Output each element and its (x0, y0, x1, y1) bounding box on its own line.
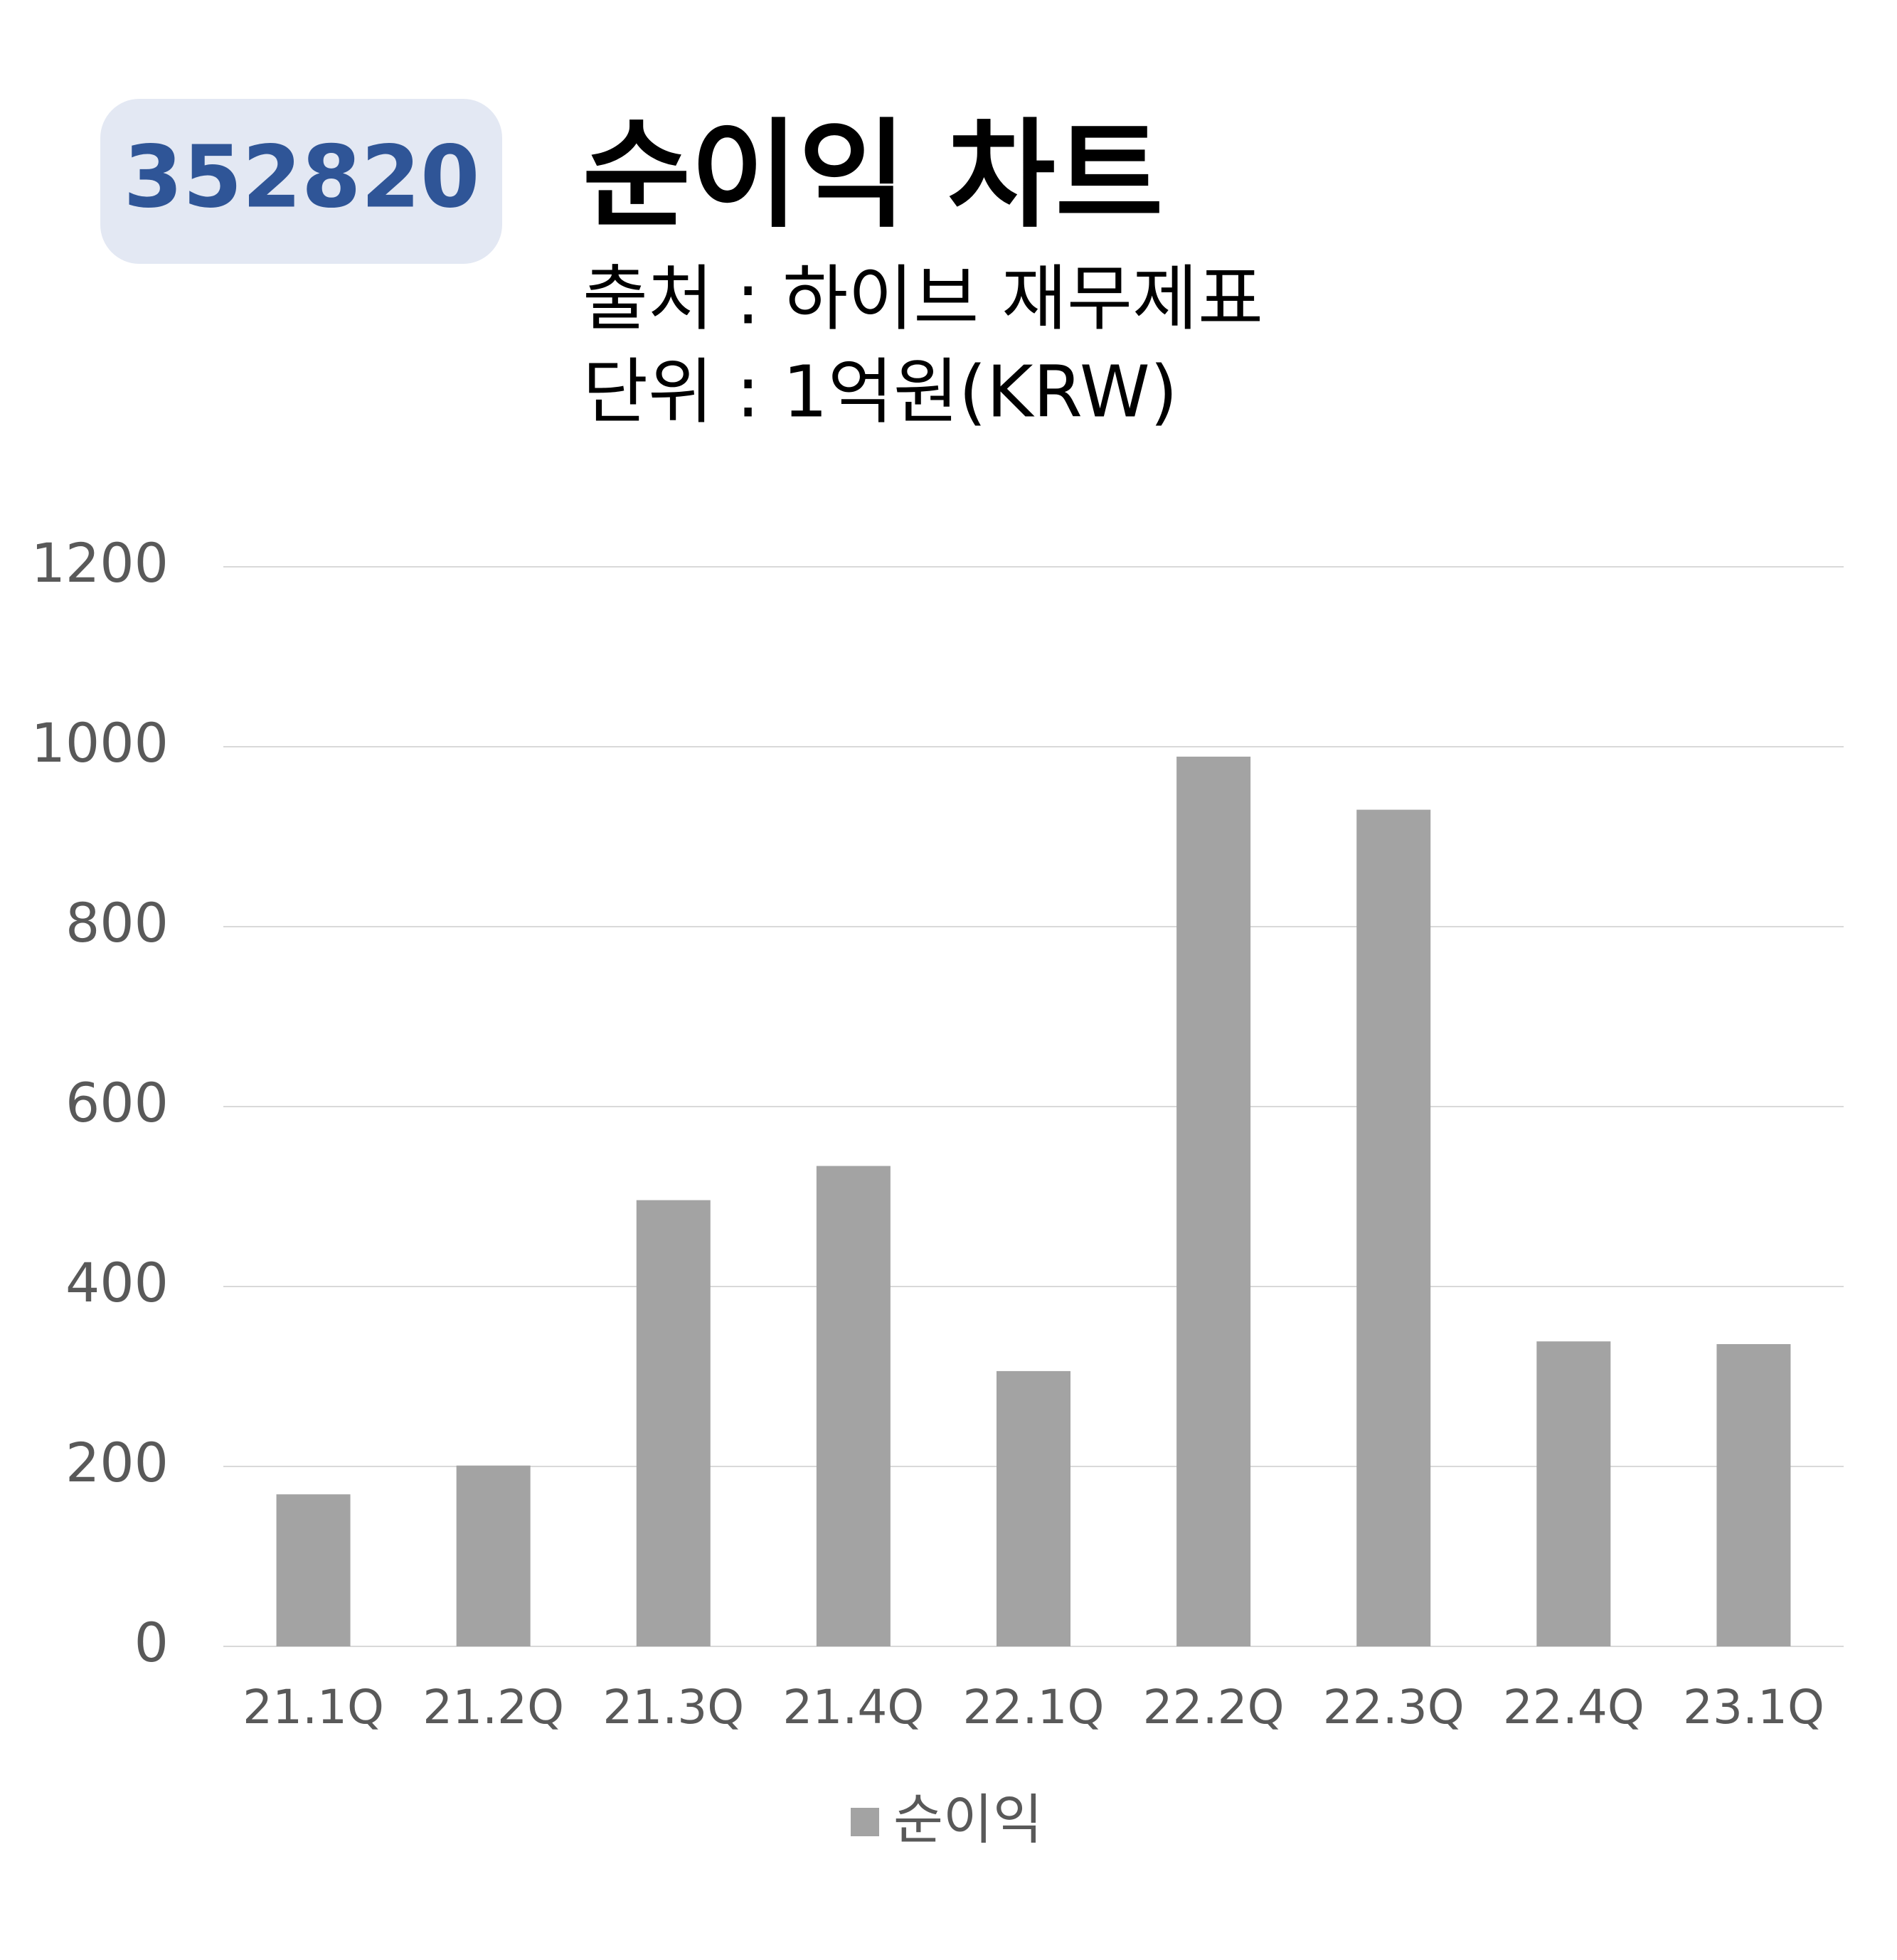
bar (636, 1200, 711, 1646)
x-tick-label: 21.3Q (602, 1680, 744, 1735)
bar (1356, 809, 1431, 1646)
chart-title: 순이익 차트 (583, 107, 1163, 243)
badge-box (100, 99, 502, 264)
y-tick-label: 1200 (31, 531, 169, 595)
bar (456, 1465, 531, 1646)
subtitle: 단위 : 1억원(KRW) (583, 350, 1178, 433)
bar (276, 1494, 351, 1646)
bar (1716, 1343, 1791, 1646)
legend-swatch (851, 1808, 879, 1836)
y-tick-label: 600 (65, 1071, 169, 1134)
x-tick-label: 21.2Q (423, 1680, 564, 1735)
bar (997, 1370, 1070, 1646)
bar (816, 1166, 891, 1646)
y-tick-label: 200 (65, 1431, 169, 1494)
legend-label: 순이익 (893, 1788, 1043, 1851)
x-tick-label: 21.1Q (243, 1680, 384, 1735)
y-tick-label: 0 (134, 1611, 169, 1674)
y-tick-label: 1000 (31, 711, 169, 774)
subtitle: 출처 : 하이브 재무제표 (583, 257, 1263, 340)
bar (1536, 1341, 1611, 1646)
x-tick-label: 22.4Q (1503, 1680, 1644, 1735)
x-tick-label: 22.3Q (1323, 1680, 1465, 1735)
badge: 352820 (124, 129, 480, 228)
x-tick-label: 22.1Q (963, 1680, 1105, 1735)
x-tick-label: 21.4Q (782, 1680, 924, 1735)
y-tick-label: 400 (65, 1251, 169, 1314)
x-tick-label: 23.1Q (1683, 1680, 1824, 1735)
x-tick-label: 22.2Q (1143, 1680, 1285, 1735)
y-tick-label: 800 (65, 891, 169, 954)
bar (1176, 756, 1251, 1646)
